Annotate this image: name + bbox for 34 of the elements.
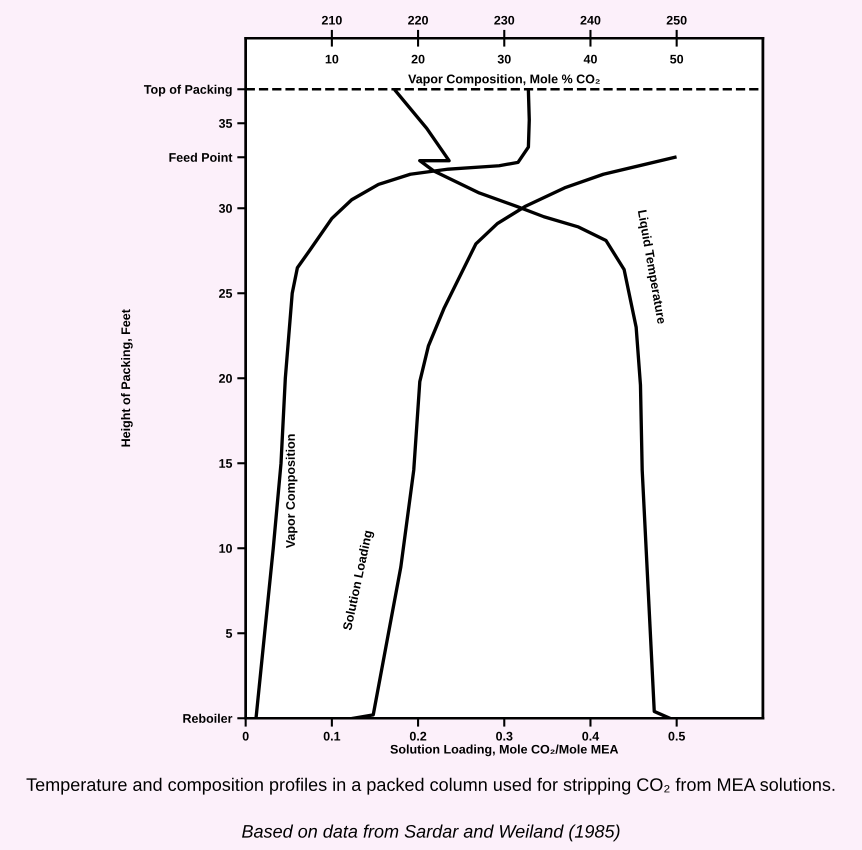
y-tick-label: 30: [218, 204, 232, 213]
y-tick-label: 15: [219, 459, 232, 468]
y-tick-label: 25: [219, 289, 232, 298]
y-tick-label: Top of Packing: [144, 84, 232, 96]
y-tick-label: 10: [219, 544, 232, 553]
text: Based on data from Sardar and Weiland (1985): [242, 824, 620, 842]
x-tick-label: 210: [322, 16, 342, 25]
y-axis-title: Height of Packing, Feet: [121, 309, 133, 447]
x2-tick-label: 10: [326, 54, 338, 64]
x-tick-label: 0.5: [668, 732, 686, 741]
y-tick-label: 35: [218, 119, 232, 128]
y-tick-label: Reboiler: [183, 714, 232, 723]
x-tick-label: 0: [242, 732, 249, 741]
text: Vapor Composition: [286, 434, 298, 548]
y-tick-label: Feed Point: [169, 152, 232, 162]
x2-tick-label: 50: [670, 54, 684, 64]
x2-tick-label: 40: [584, 54, 597, 64]
text: Temperature and composition profiles in a packed column used for stripping CO₂ from MEA solutions.: [26, 778, 834, 795]
x-tick-label: 0.1: [324, 732, 340, 741]
x-tick-label: 220: [408, 16, 428, 25]
x-tick-label: 230: [494, 16, 514, 25]
x-tick-label: 250: [666, 16, 687, 25]
y-tick-label: 20: [219, 374, 232, 383]
x2-tick-label: 20: [412, 54, 425, 64]
x-tick-label: 0.3: [496, 732, 513, 741]
x-axis-title: Solution Loading, Mole CO₂/Mole MEA: [390, 744, 618, 756]
text: Liquid Temperature: [635, 210, 667, 325]
x2-tick-label: 30: [498, 54, 511, 64]
x-tick-label: 0.4: [582, 732, 600, 741]
text: Solution Loading: [342, 530, 375, 632]
x-tick-label: 240: [580, 16, 600, 25]
x-tick-label: 0.2: [410, 732, 426, 741]
y-tick-label: 5: [226, 629, 232, 638]
x2-axis-title: Vapor Composition, Mole % CO₂: [408, 74, 600, 86]
